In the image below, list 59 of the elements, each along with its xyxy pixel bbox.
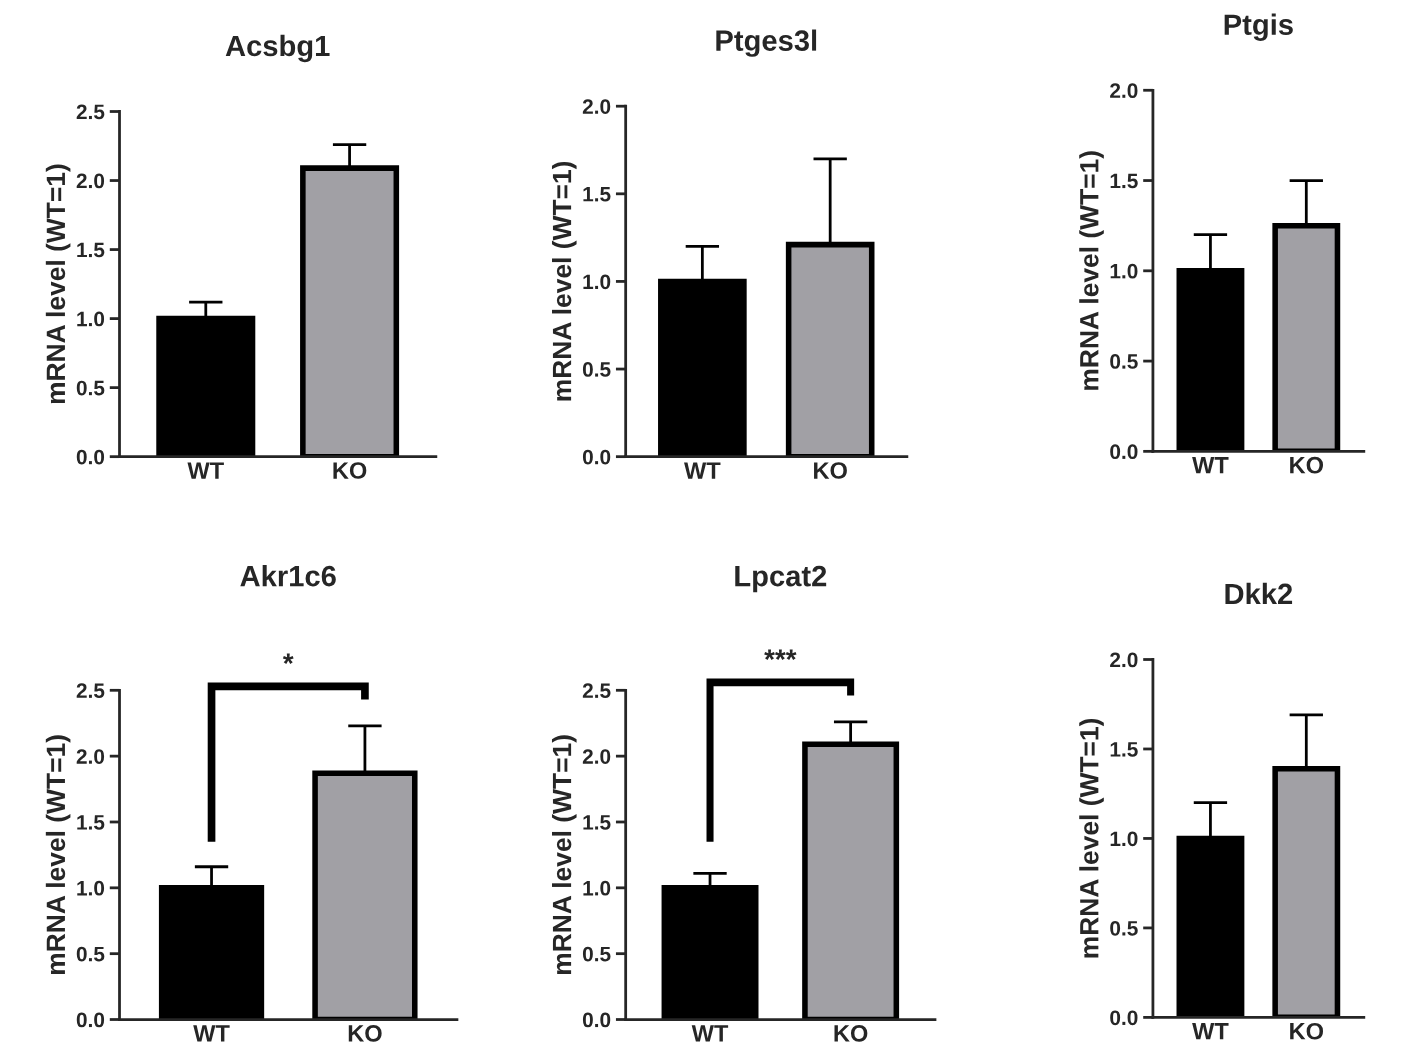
y-tick-label: 0.5: [76, 946, 105, 962]
y-tick-label: 0.0: [582, 449, 611, 465]
text: *: [282, 653, 294, 664]
chart-title: Ptgis: [1224, 13, 1293, 41]
x-tick-label: KO: [834, 1025, 868, 1042]
y-tick-label: 0.0: [76, 449, 105, 465]
y-axis-title: mRNA level (WT=1): [1079, 151, 1104, 390]
chart-title: Akr1c6: [240, 565, 336, 587]
chart-title: Ptges3l: [716, 29, 817, 57]
y-axis-title: mRNA level (WT=1): [45, 164, 71, 404]
x-tick-label: KO: [333, 462, 367, 479]
y-tick-label: 2.5: [76, 683, 105, 699]
y-tick-label: 0.5: [1110, 920, 1138, 936]
x-tick-label: KO: [814, 462, 847, 479]
y-tick-label: 2.0: [1110, 652, 1138, 668]
y-tick-label: 2.0: [76, 749, 105, 764]
x-tick-label: WT: [1192, 1023, 1229, 1040]
chart-title: Lpcat2: [735, 565, 827, 593]
y-axis-title: mRNA level (WT=1): [1079, 718, 1104, 958]
x-tick-label: WT: [691, 1025, 729, 1042]
text: ***: [764, 649, 797, 660]
y-tick-label: 0.0: [1110, 1010, 1138, 1026]
x-tick-label: KO: [1290, 1022, 1324, 1040]
y-tick-label: 0.5: [76, 380, 105, 396]
x-tick-label: WT: [187, 462, 224, 479]
y-tick-label: 1.0: [77, 311, 105, 327]
x-tick-label: WT: [684, 462, 721, 479]
chart-title: Dkk2: [1225, 582, 1293, 604]
y-tick-label: 1.5: [1110, 742, 1138, 757]
y-tick-label: 1.5: [583, 187, 611, 202]
y-tick-label: 1.0: [583, 880, 611, 896]
y-tick-label: 1.0: [1110, 263, 1138, 279]
y-tick-label: 2.0: [582, 99, 611, 114]
y-tick-label: 1.0: [77, 880, 105, 896]
y-tick-label: 0.0: [1110, 444, 1138, 460]
y-tick-label: 0.5: [582, 946, 611, 962]
x-tick-label: WT: [193, 1025, 230, 1042]
y-tick-label: 2.0: [76, 173, 105, 189]
y-tick-label: 2.0: [582, 749, 611, 764]
y-axis-title: mRNA level (WT=1): [551, 735, 577, 975]
y-tick-label: 0.5: [582, 362, 611, 377]
y-tick-label: 1.5: [1110, 173, 1138, 189]
x-tick-label: WT: [1192, 457, 1229, 474]
y-tick-label: 0.0: [76, 1012, 105, 1028]
y-tick-label: 2.0: [1110, 83, 1138, 99]
chart-title: Acsbg1: [225, 34, 330, 63]
y-tick-label: 0.5: [1110, 354, 1138, 369]
y-tick-label: 0.0: [582, 1012, 611, 1028]
y-tick-label: 1.5: [77, 242, 105, 258]
y-tick-label: 1.0: [1110, 831, 1138, 847]
y-tick-label: 1.0: [583, 274, 611, 290]
x-tick-label: KO: [348, 1025, 382, 1042]
y-tick-label: 1.5: [583, 815, 611, 830]
y-tick-label: 2.5: [76, 104, 105, 120]
y-tick-label: 1.5: [77, 815, 105, 830]
y-tick-label: 2.5: [582, 683, 611, 699]
x-tick-label: KO: [1290, 456, 1324, 474]
y-axis-title: mRNA level (WT=1): [45, 735, 71, 975]
y-axis-title: mRNA level (WT=1): [551, 161, 577, 401]
